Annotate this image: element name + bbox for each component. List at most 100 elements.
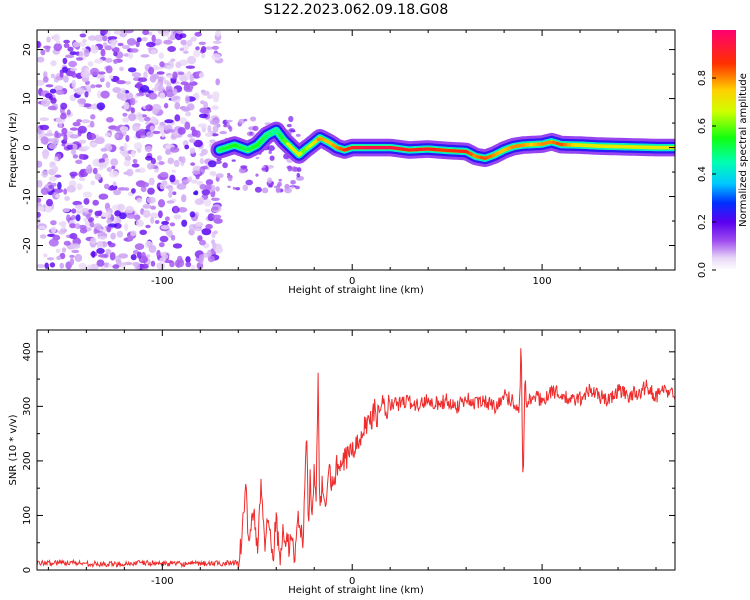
spectrogram-noise-blob <box>140 186 147 193</box>
spectrogram-noise-blob <box>194 190 199 196</box>
spectrogram-noise-blob <box>117 42 124 47</box>
spectrogram-noise-blob <box>66 109 71 116</box>
spectrogram-noise-blob <box>261 187 269 194</box>
spectrogram-noise-blob <box>54 174 62 178</box>
spectrogram-noise-blob <box>290 186 295 189</box>
spectrogram-noise-blob <box>39 234 47 239</box>
spectrogram-noise-blob <box>97 71 106 75</box>
spectrogram-noise-blob <box>51 137 60 145</box>
spectrogram-noise-blob <box>43 253 48 258</box>
spectrogram-noise-blob <box>105 248 112 255</box>
spectrogram-noise-blob <box>116 80 126 85</box>
spectrogram-noise-blob <box>174 114 181 122</box>
spectrogram-noise-blob <box>227 185 231 188</box>
spectrogram-noise-blob <box>227 176 233 182</box>
spectrogram-noise-blob <box>122 112 128 117</box>
spectrogram-y-tick-label: 20 <box>22 43 33 56</box>
spectrogram-noise-blob <box>205 179 214 186</box>
spectrogram-noise-blob <box>165 89 175 98</box>
spectrogram-noise-blob <box>130 97 136 106</box>
spectrogram-noise-blob <box>199 152 205 157</box>
spectrogram-noise-blob <box>167 46 177 52</box>
spectrogram-noise-blob <box>158 161 165 165</box>
colorbar: 0.0 0.2 0.4 0.6 0.8 Normalized spectral ampl… <box>697 30 749 278</box>
spectrogram-noise-blob <box>269 155 275 161</box>
spectrogram-noise-blob <box>141 37 148 42</box>
spectrogram-noise-blob <box>181 107 190 112</box>
spectrogram-noise-blob <box>193 139 203 148</box>
spectrogram-noise-blob <box>90 237 97 245</box>
snr-y-tick-label: 200 <box>22 451 33 470</box>
spectrogram-noise-blob <box>71 79 77 88</box>
spectrogram-noise-blob <box>142 209 151 218</box>
spectrogram-noise-blob <box>199 158 205 165</box>
spectrogram-noise-blob <box>75 159 83 164</box>
spectrogram-noise-blob <box>78 263 87 270</box>
spectrogram-noise-blob <box>210 197 220 201</box>
spectrogram-noise-blob <box>59 71 64 78</box>
spectrogram-noise-blob <box>177 71 185 76</box>
spectrogram-noise-blob <box>50 220 57 226</box>
spectrogram-noise-blob <box>89 141 98 148</box>
spectrogram-noise-blob <box>56 255 62 261</box>
spectrogram-noise-blob <box>290 180 296 185</box>
spectrogram-noise-blob <box>195 46 200 51</box>
spectrogram-noise-blob <box>96 102 106 110</box>
spectrogram-noise-blob <box>190 36 197 42</box>
spectrogram-noise-blob <box>123 53 130 57</box>
spectrogram-noise-blob <box>74 209 84 214</box>
spectrogram-noise-blob <box>70 215 77 220</box>
spectrogram-noise-blob <box>63 75 69 83</box>
spectrogram-noise-blob <box>150 260 156 267</box>
spectrogram-noise-blob <box>71 148 77 155</box>
spectrogram-noise-blob <box>88 209 93 213</box>
spectrogram-noise-blob <box>83 145 90 150</box>
spectrogram-noise-blob <box>261 167 269 171</box>
spectrogram-noise-blob <box>61 224 66 230</box>
spectrogram-noise-blob <box>48 238 59 247</box>
spectrogram-noise-blob <box>124 30 134 34</box>
spectrogram-noise-blob <box>194 130 201 138</box>
spectrogram-noise-blob <box>169 174 176 183</box>
spectrogram-noise-blob <box>170 58 176 62</box>
spectrogram-noise-blob <box>191 264 196 270</box>
spectrogram-noise-blob <box>134 168 141 173</box>
spectrogram-noise-blob <box>95 74 106 79</box>
spectrogram-noise-blob <box>116 230 124 238</box>
spectrogram-noise-blob <box>41 170 49 178</box>
spectrogram-y-tick-label: -20 <box>22 237 33 253</box>
spectrogram-noise-blob <box>47 257 54 261</box>
spectrogram-noise-blob <box>98 193 109 200</box>
spectrogram-noise-blob <box>232 186 236 190</box>
spectrogram-noise-blob <box>198 113 208 119</box>
spectrogram-noise-blob <box>284 187 292 194</box>
spectrogram-noise-blob <box>86 264 92 270</box>
spectrogram-noise-blob <box>71 243 81 249</box>
spectrogram-noise-blob <box>100 90 110 99</box>
spectrogram-noise-blob <box>92 167 98 175</box>
spectrogram-noise-blob <box>128 67 137 73</box>
spectrogram-noise-blob <box>104 45 113 51</box>
spectrogram-noise-blob <box>158 76 164 82</box>
spectrogram-noise-blob <box>208 160 217 168</box>
spectrogram-noise-blob <box>156 249 161 258</box>
spectrogram-noise-blob <box>176 183 187 190</box>
spectrogram-noise-blob <box>44 132 55 137</box>
spectrogram-noise-blob <box>175 61 182 69</box>
spectrogram-noise-blob <box>190 126 196 132</box>
spectrogram-noise-blob <box>141 251 146 260</box>
spectrogram-noise-blob <box>204 184 212 191</box>
spectrogram-noise-blob <box>81 30 90 35</box>
spectrogram-noise-blob <box>145 155 153 161</box>
spectrogram-noise-blob <box>242 184 249 191</box>
spectrogram-noise-blob <box>51 226 57 234</box>
spectrogram-noise-blob <box>173 214 182 220</box>
spectrogram-noise-blob <box>216 123 221 128</box>
spectrogram-noise-blob <box>159 92 166 100</box>
spectrogram-noise-blob <box>104 183 110 190</box>
spectrogram-noise-blob <box>118 253 129 259</box>
spectrogram-noise-blob <box>59 262 65 269</box>
spectrogram-noise-blob <box>198 254 205 262</box>
spectrogram-noise-blob <box>46 36 51 43</box>
